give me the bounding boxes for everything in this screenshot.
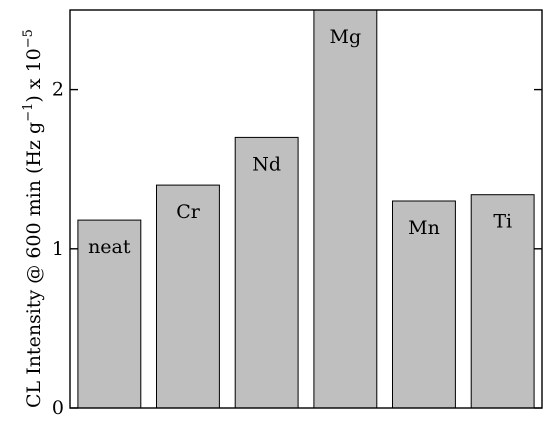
y-axis-label-mid: ) x 10: [23, 48, 45, 102]
bar-mn: [392, 200, 456, 409]
bars-group: [77, 9, 535, 409]
y-axis-label-exp1: −1: [21, 103, 36, 122]
bar-label-neat: neat: [88, 236, 131, 258]
bar-labels-group: neat Cr Nd Mg Mn Ti: [88, 26, 512, 258]
y-tick-label-2: 2: [52, 79, 64, 101]
y-tick-label-0: 0: [52, 397, 64, 419]
y-axis-label-exp2: −5: [21, 29, 36, 48]
bar-label-nd: Nd: [252, 153, 281, 175]
bar-label-mg: Mg: [329, 26, 361, 48]
bar-ti: [470, 194, 535, 409]
bar-label-mn: Mn: [408, 217, 440, 239]
bar-label-cr: Cr: [176, 201, 201, 223]
bar-nd: [234, 136, 299, 409]
bar-mg: [313, 9, 378, 409]
bar-label-ti: Ti: [493, 211, 512, 233]
bar-cr: [156, 184, 220, 409]
y-axis-ticks: 0 1 2: [52, 79, 542, 419]
y-axis-label-main: CL Intensity @ 600 min (Hz g: [23, 122, 45, 408]
bar-neat: [77, 219, 142, 409]
plot-frame: [69, 9, 543, 409]
y-tick-label-1: 1: [52, 238, 64, 260]
y-axis-label: CL Intensity @ 600 min (Hz g−1) x 10−5: [21, 29, 45, 408]
